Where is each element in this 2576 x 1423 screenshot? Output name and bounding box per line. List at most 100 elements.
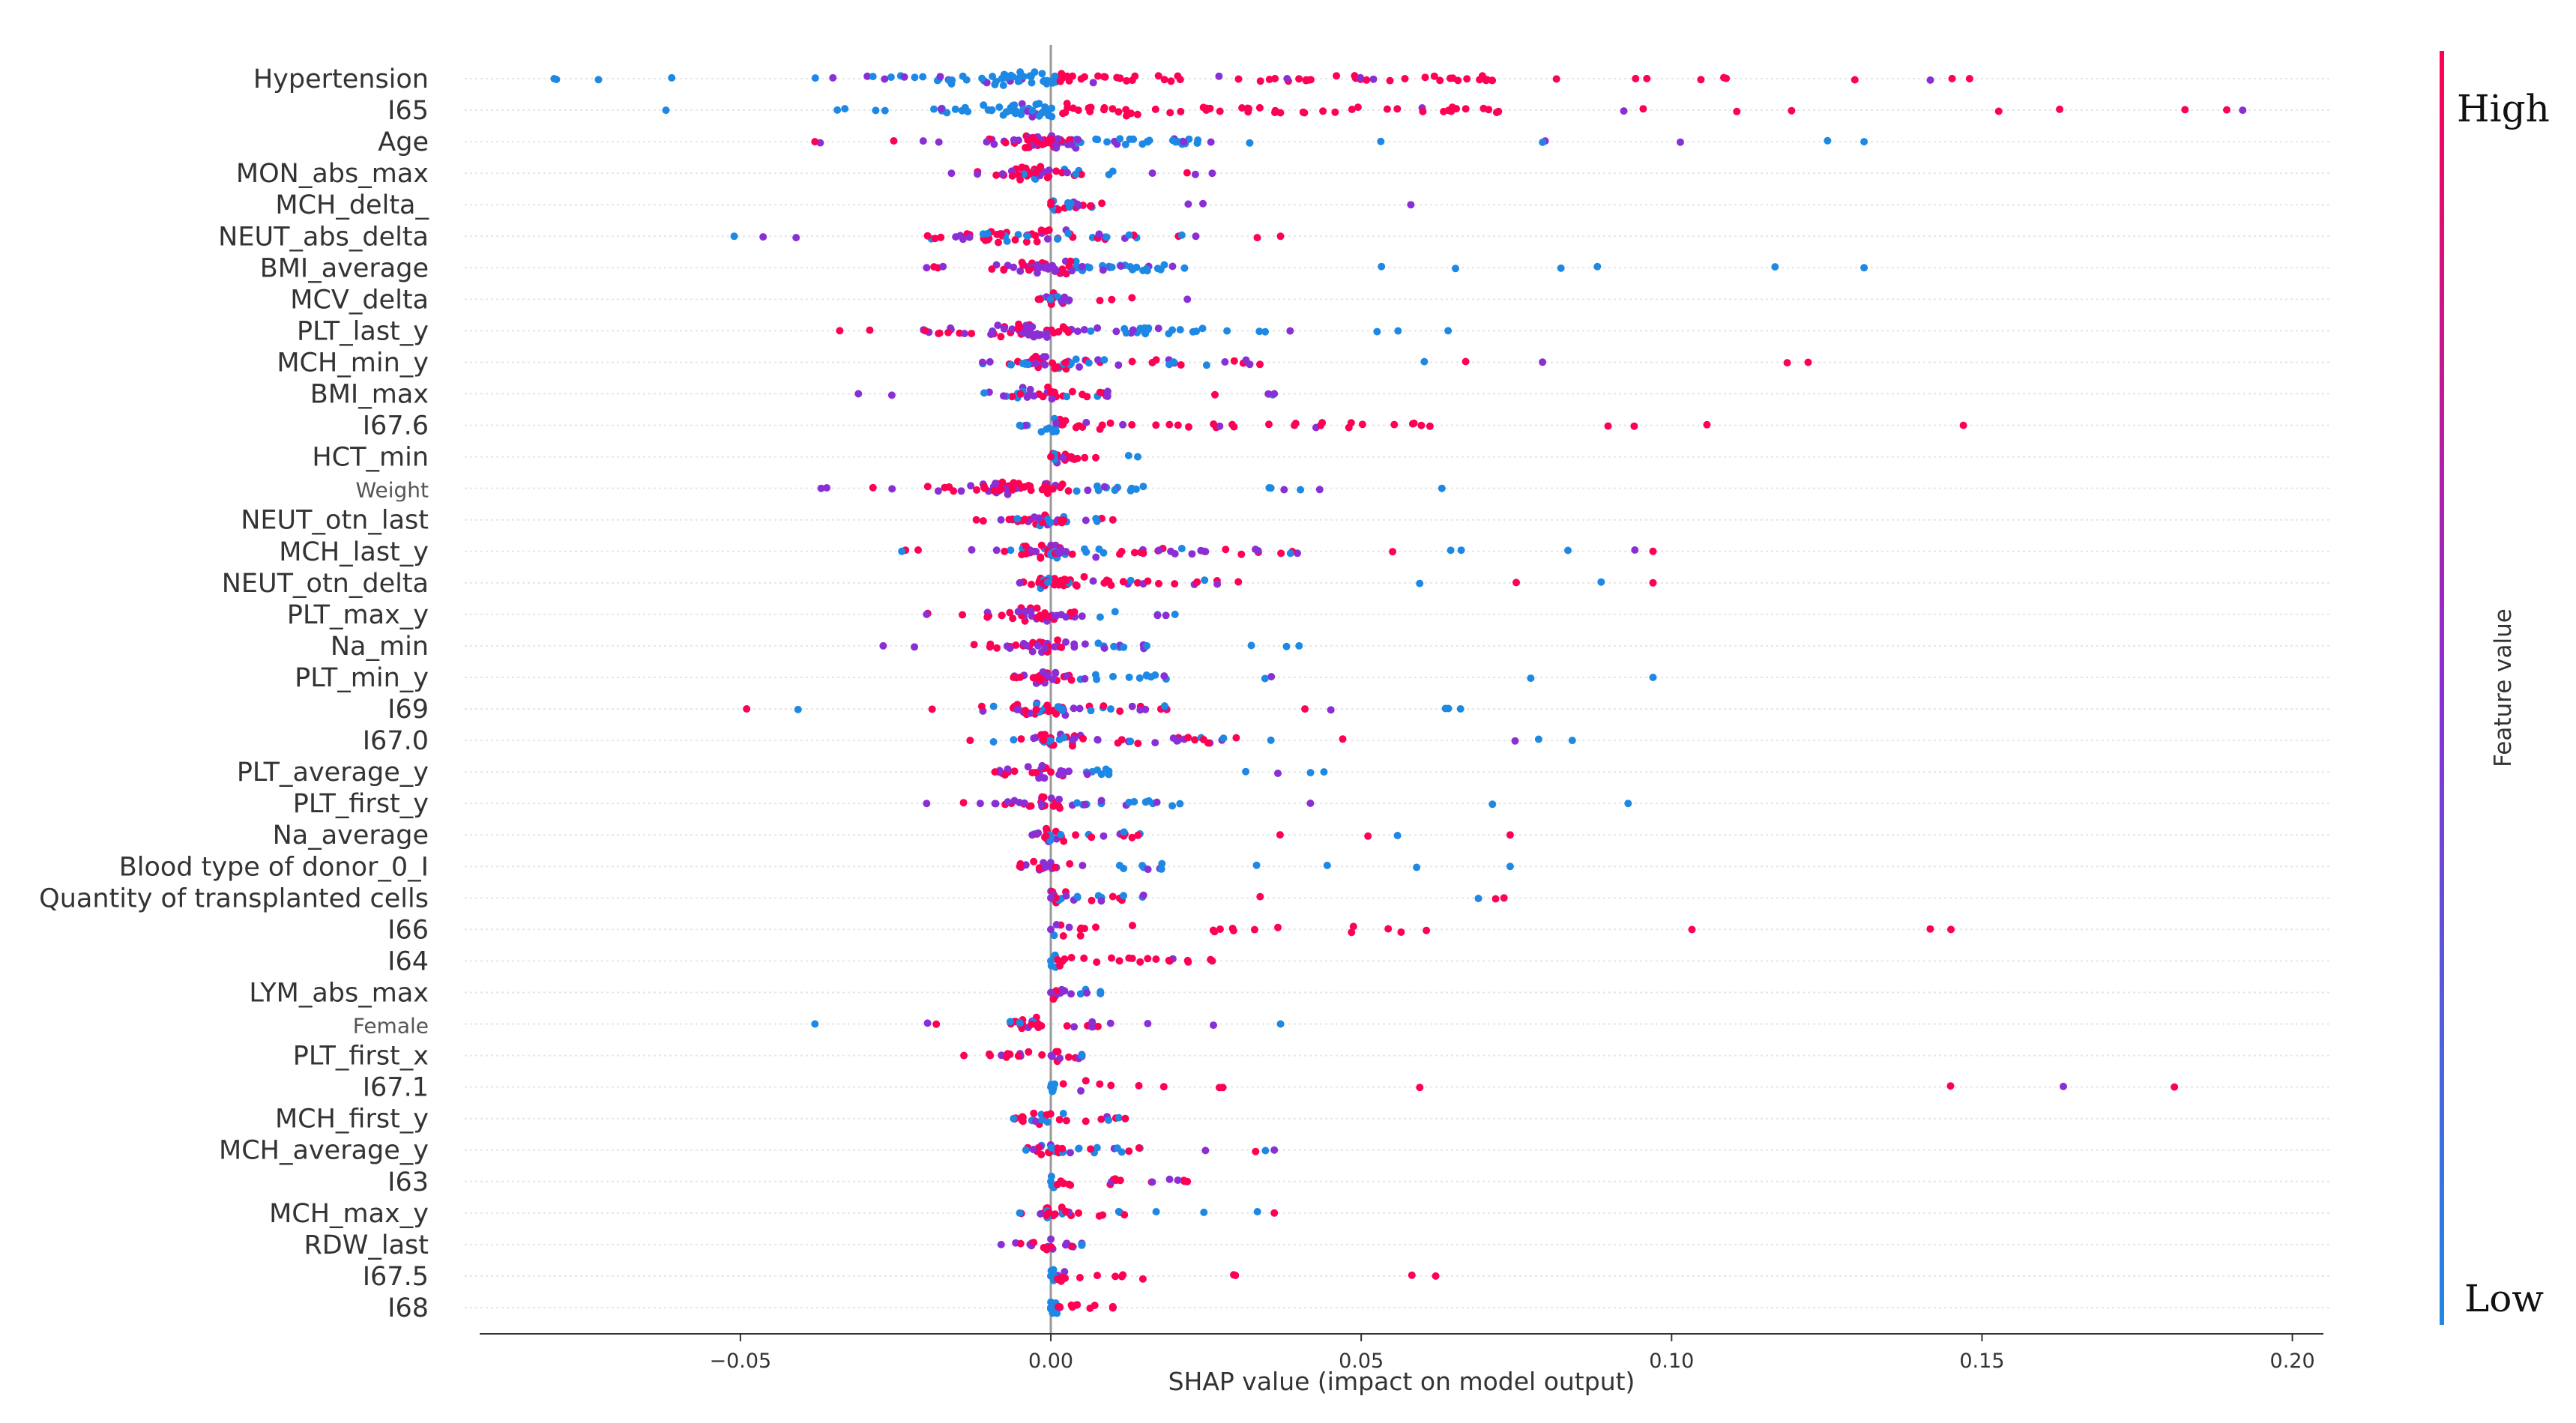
shap-point — [1015, 480, 1023, 488]
shap-point — [1216, 422, 1224, 430]
shap-point — [928, 705, 936, 713]
shap-point — [1242, 356, 1250, 364]
shap-point — [1008, 172, 1016, 180]
shap-point — [1037, 330, 1045, 339]
shap-point — [1055, 327, 1063, 336]
shap-point — [2181, 106, 2189, 114]
shap-point — [1438, 484, 1446, 492]
shap-point — [1926, 76, 1934, 84]
shap-point — [923, 800, 931, 808]
shap-point — [1210, 420, 1218, 428]
shap-point — [1125, 798, 1133, 806]
shap-point — [1320, 768, 1328, 776]
shap-point — [1383, 105, 1391, 113]
shap-point — [1327, 706, 1335, 714]
shap-point — [1136, 706, 1144, 714]
shap-point — [1295, 641, 1303, 650]
shap-point — [977, 702, 986, 710]
shap-point — [993, 644, 1001, 652]
shap-point — [1597, 578, 1605, 586]
shap-point — [1106, 1019, 1114, 1027]
shap-point — [1511, 737, 1519, 745]
shap-point — [1131, 72, 1139, 80]
feature-label: MCV_delta — [290, 285, 429, 315]
shap-point — [932, 1020, 941, 1028]
shap-point — [1349, 922, 1357, 931]
shap-point — [991, 768, 999, 776]
shap-point — [997, 230, 1005, 238]
shap-point — [1032, 548, 1040, 555]
shap-point — [1054, 1048, 1062, 1056]
shap-point — [1133, 110, 1141, 118]
shap-point — [1001, 771, 1009, 779]
shap-point — [1016, 1209, 1024, 1217]
shap-point — [1062, 270, 1070, 278]
shap-point — [1078, 612, 1086, 620]
shap-point — [1038, 793, 1046, 801]
shap-point — [1074, 106, 1082, 115]
shap-point — [1047, 1242, 1055, 1251]
shap-point — [1030, 1109, 1038, 1117]
shap-point — [1051, 72, 1059, 80]
shap-point — [1010, 674, 1018, 681]
shap-point — [1055, 205, 1063, 214]
shap-point — [923, 1019, 932, 1027]
shap-point — [1491, 895, 1500, 903]
shap-point — [1038, 800, 1046, 809]
shap-point — [1061, 1274, 1070, 1282]
feature-label: LYM_abs_max — [249, 978, 429, 1008]
shap-point — [1092, 515, 1100, 522]
shap-point — [1393, 105, 1402, 113]
shap-point — [1115, 957, 1123, 965]
shap-point — [1011, 236, 1019, 244]
shap-point — [1014, 608, 1022, 616]
shap-point — [1070, 643, 1079, 651]
shap-point — [1534, 735, 1542, 743]
shap-point — [1016, 862, 1024, 871]
shap-point — [1420, 357, 1429, 366]
feature-labels: HypertensionI65AgeMON_abs_maxMCH_delta_N… — [39, 64, 429, 1323]
x-tick-label: −0.05 — [710, 1350, 772, 1373]
shap-point — [1076, 704, 1084, 713]
shap-point — [1097, 988, 1105, 997]
shap-point — [1276, 831, 1284, 839]
shap-point — [1088, 1023, 1096, 1031]
shap-point — [974, 170, 982, 178]
shap-point — [1084, 486, 1092, 495]
shap-point — [1010, 101, 1019, 109]
shap-point — [1029, 1146, 1037, 1153]
shap-point — [1407, 201, 1415, 209]
shap-point — [1128, 420, 1136, 429]
shap-point — [1057, 830, 1065, 839]
shap-point — [1162, 611, 1170, 620]
shap-point — [1043, 329, 1051, 337]
shap-point — [1079, 862, 1087, 869]
shap-point — [1171, 610, 1179, 618]
shap-point — [983, 79, 991, 87]
shap-point — [1649, 674, 1657, 681]
shap-point — [1703, 420, 1711, 429]
shap-point — [1733, 107, 1741, 115]
shap-point — [1068, 387, 1076, 396]
shap-point — [1228, 925, 1237, 932]
shap-point — [836, 327, 844, 335]
shap-point — [1058, 74, 1067, 82]
shap-point — [1177, 545, 1186, 552]
shap-point — [1045, 172, 1053, 181]
shap-point — [1160, 76, 1168, 84]
shap-point — [1040, 1244, 1048, 1251]
shap-point — [1267, 736, 1275, 744]
shap-point — [1114, 1114, 1123, 1122]
shap-point — [1994, 107, 2003, 115]
shap-point — [1124, 452, 1132, 459]
shap-point — [1176, 76, 1184, 84]
feature-label: I69 — [387, 695, 429, 725]
shap-point — [1364, 832, 1372, 840]
shap-point — [1114, 108, 1123, 116]
shap-point — [1086, 1304, 1094, 1312]
shap-point — [1454, 76, 1462, 85]
shap-point — [1185, 423, 1192, 431]
shap-point — [1256, 892, 1264, 901]
shap-point — [1087, 327, 1095, 335]
shap-point — [1045, 112, 1053, 120]
